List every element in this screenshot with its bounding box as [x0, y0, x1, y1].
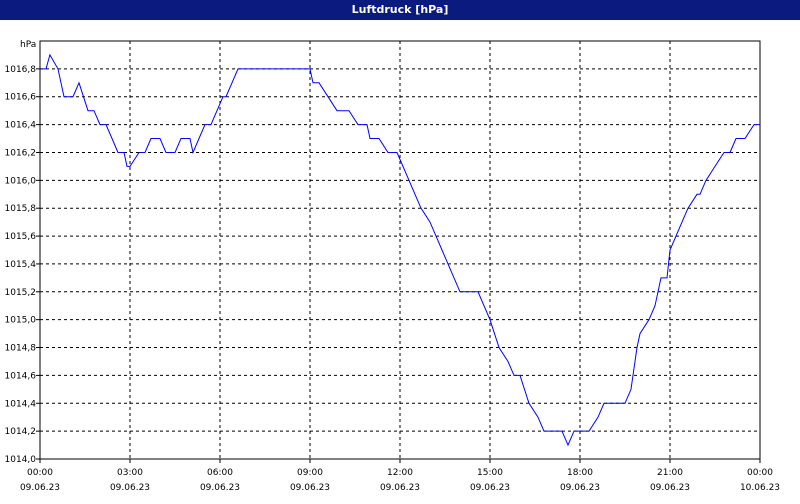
y-tick-label: 1014,8 [5, 344, 37, 354]
x-tick-date-label: 09.06.23 [650, 483, 690, 493]
x-tick-time-label: 18:00 [567, 468, 593, 478]
y-tick-label: 1016,2 [5, 148, 37, 158]
plot-area: 1014,0 1014,2 1014,4 1014,6 1014,8 1015,0 1015… [0, 20, 800, 500]
y-tick-label: 1015,6 [5, 232, 37, 242]
y-tick-label: 1015,4 [5, 260, 37, 270]
y-axis-label: hPa [20, 40, 36, 50]
y-tick-label: 1014,2 [5, 427, 37, 437]
y-tick-label: 1014,4 [5, 399, 37, 409]
y-tick-label: 1016,8 [5, 65, 37, 75]
x-tick-time-label: 06:00 [207, 468, 233, 478]
tick-labels: 1014,0 1014,2 1014,4 1014,6 1014,8 1015,0 1015… [5, 65, 781, 493]
y-tick-label: 1015,8 [5, 204, 37, 214]
x-tick-date-label: 09.06.23 [110, 483, 150, 493]
x-tick-date-label: 10.06.23 [740, 483, 780, 493]
y-tick-label: 1016,6 [5, 93, 37, 103]
y-tick-label: 1014,0 [5, 455, 37, 465]
y-tick-label: 1016,4 [5, 121, 37, 131]
chart-title: Luftdruck [hPa] [0, 0, 800, 20]
x-tick-time-label: 00:00 [747, 468, 773, 478]
x-tick-date-label: 09.06.23 [560, 483, 600, 493]
y-tick-label: 1016,0 [5, 176, 37, 186]
x-tick-date-label: 09.06.23 [290, 483, 330, 493]
series-layer [40, 53, 760, 447]
y-tick-label: 1014,6 [5, 371, 37, 381]
x-tick-date-label: 09.06.23 [470, 483, 510, 493]
grid [39, 41, 761, 460]
y-tick-label: 1015,0 [5, 316, 37, 326]
x-tick-time-label: 09:00 [297, 468, 323, 478]
y-tick-label: 1015,2 [5, 288, 37, 298]
x-tick-time-label: 03:00 [117, 468, 143, 478]
pressure-series-line [40, 53, 760, 447]
x-tick-date-label: 09.06.23 [20, 483, 60, 493]
x-tick-time-label: 12:00 [387, 468, 413, 478]
x-tick-date-label: 09.06.23 [200, 483, 240, 493]
x-tick-time-label: 00:00 [27, 468, 53, 478]
pressure-chart: 1014,0 1014,2 1014,4 1014,6 1014,8 1015,0 1015… [5, 40, 781, 493]
x-tick-time-label: 21:00 [657, 468, 683, 478]
x-tick-date-label: 09.06.23 [380, 483, 420, 493]
plot-frame [39, 40, 761, 460]
x-tick-time-label: 15:00 [477, 468, 503, 478]
